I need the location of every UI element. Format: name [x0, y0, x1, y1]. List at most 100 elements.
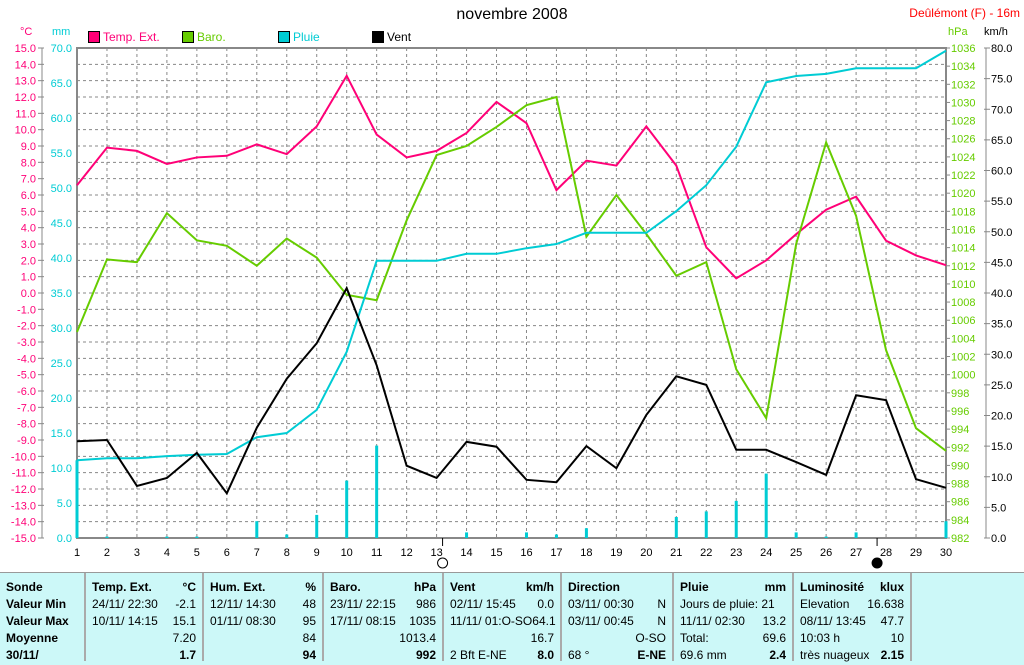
- stats-value: O-SO: [635, 630, 666, 647]
- temp-tick-label: -1.0: [17, 304, 36, 316]
- day-tick-label: 17: [550, 547, 562, 559]
- day-tick-label: 11: [371, 547, 382, 559]
- wind-tick-label: 75.0: [991, 74, 1012, 86]
- daily-rain-bar: [165, 537, 168, 538]
- stats-label: 24/11/ 22:30: [92, 596, 158, 613]
- rain-tick-label: 55.0: [51, 148, 72, 160]
- stats-row: 1013.4: [330, 630, 436, 647]
- stats-row: Hum. Ext.%: [210, 579, 316, 596]
- daily-rain-bar: [465, 532, 468, 538]
- stats-value: 1013.4: [399, 630, 436, 647]
- wind-tick-label: 25.0: [991, 380, 1012, 392]
- temp-tick-label: -6.0: [17, 386, 36, 398]
- daily-rain-bar: [765, 474, 768, 538]
- day-tick-label: 19: [610, 547, 622, 559]
- stats-value: 15.1: [173, 613, 196, 630]
- stats-row: 16.7: [450, 630, 554, 647]
- temp-tick-label: 14.0: [15, 59, 36, 71]
- weather-chart: -15.0-14.0-13.0-12.0-11.0-10.0-9.0-8.0-7…: [0, 0, 1024, 572]
- daily-rain-bar: [795, 532, 798, 538]
- stats-label: Valeur Min: [6, 596, 66, 613]
- baro-tick-label: 994: [951, 424, 969, 436]
- day-tick-label: 3: [134, 547, 140, 559]
- stats-row: Temp. Ext.°C: [92, 579, 196, 596]
- stats-row: Direction: [568, 579, 666, 596]
- day-tick-label: 12: [400, 547, 412, 559]
- stats-row: 7.20: [92, 630, 196, 647]
- temp-tick-label: -8.0: [17, 419, 36, 431]
- daily-rain-bar: [945, 521, 948, 538]
- day-tick-label: 28: [880, 547, 892, 559]
- rain-tick-label: 40.0: [51, 253, 72, 265]
- stats-value: 16.7: [531, 630, 554, 647]
- wind-tick-label: 30.0: [991, 349, 1012, 361]
- stats-value: N: [657, 613, 666, 630]
- temp-tick-label: 6.0: [21, 190, 36, 202]
- stats-label: 68 °: [568, 647, 589, 664]
- stats-label: Baro.: [330, 579, 361, 596]
- stats-value: 16.638: [867, 596, 904, 613]
- wind-tick-label: 60.0: [991, 166, 1012, 178]
- stats-label: 11/11/ 02:30: [680, 613, 745, 630]
- stats-value: 47.7: [881, 613, 904, 630]
- rain-tick-label: 10.0: [51, 463, 72, 475]
- stats-value: 69.6: [763, 630, 786, 647]
- day-tick-label: 18: [580, 547, 592, 559]
- stats-row: 992: [330, 647, 436, 664]
- stats-label: 03/11/ 00:30: [568, 596, 634, 613]
- stats-label: 10:03 h: [800, 630, 840, 647]
- stats-label: 2 Bft E-NE: [450, 647, 507, 664]
- stats-value: 1.7: [179, 647, 196, 664]
- temp-tick-label: -5.0: [17, 370, 36, 382]
- stats-value: klux: [880, 579, 904, 596]
- baro-tick-label: 1012: [951, 261, 975, 273]
- baro-tick-label: 1010: [951, 279, 975, 291]
- stats-value: 2.15: [881, 647, 904, 664]
- stats-value: hPa: [414, 579, 436, 596]
- day-tick-label: 7: [254, 547, 260, 559]
- wind-tick-label: 80.0: [991, 43, 1012, 55]
- day-tick-label: 16: [520, 547, 532, 559]
- stats-row: Baro. hPa: [330, 579, 436, 596]
- stats-value: 84: [303, 630, 316, 647]
- baro-tick-label: 1022: [951, 170, 975, 182]
- baro-tick-label: 990: [951, 460, 969, 472]
- wind-tick-label: 40.0: [991, 288, 1012, 300]
- baro-tick-label: 988: [951, 479, 969, 491]
- stats-label: Valeur Max: [6, 613, 69, 630]
- stats-row: 94: [210, 647, 316, 664]
- rain-tick-label: 25.0: [51, 358, 72, 370]
- day-tick-label: 1: [74, 547, 80, 559]
- temp-tick-label: 0.0: [21, 288, 36, 300]
- stats-value: 48: [303, 596, 316, 613]
- temp-tick-label: -15.0: [11, 533, 36, 545]
- baro-tick-label: 982: [951, 533, 969, 545]
- temp-tick-label: -14.0: [11, 517, 36, 529]
- stats-value: 1035: [409, 613, 436, 630]
- stats-label: 02/11/ 15:45: [450, 596, 516, 613]
- temp-tick-label: 4.0: [21, 223, 36, 235]
- stats-label: Luminosité: [800, 579, 864, 596]
- temp-tick-label: 11.0: [15, 108, 36, 120]
- stats-label: Jours de pluie: 21: [680, 596, 775, 613]
- baro-tick-label: 984: [951, 515, 969, 527]
- rain-tick-label: 0.0: [57, 533, 72, 545]
- wind-tick-label: 10.0: [991, 472, 1012, 484]
- stats-value: 13.2: [763, 613, 786, 630]
- stats-label: Vent: [450, 579, 475, 596]
- baro-tick-label: 1004: [951, 333, 975, 345]
